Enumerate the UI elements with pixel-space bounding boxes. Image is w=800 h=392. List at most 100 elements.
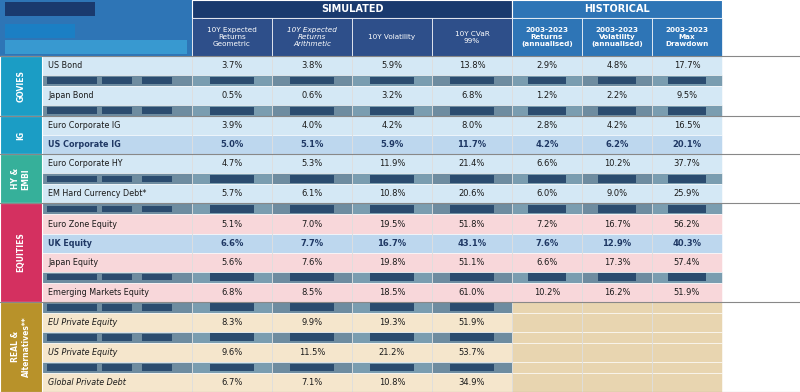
Bar	[582, 18, 652, 56]
Text: Japan Equity: Japan Equity	[48, 258, 98, 267]
Bar	[210, 303, 254, 311]
Bar	[42, 343, 192, 362]
Bar	[192, 173, 272, 184]
Bar	[352, 362, 432, 373]
Text: 16.5%: 16.5%	[674, 121, 700, 130]
Bar	[272, 283, 352, 302]
Bar	[432, 203, 512, 214]
Bar	[192, 332, 272, 343]
Text: 0.5%: 0.5%	[222, 91, 242, 100]
Bar	[42, 135, 192, 154]
Bar	[582, 302, 652, 313]
Bar	[272, 173, 352, 184]
Bar	[450, 175, 494, 183]
Text: 37.7%: 37.7%	[674, 159, 700, 168]
Bar	[42, 214, 192, 234]
Bar	[432, 313, 512, 332]
Bar	[652, 173, 722, 184]
Bar	[272, 214, 352, 234]
Text: 51.9%: 51.9%	[674, 288, 700, 297]
Text: 6.2%: 6.2%	[606, 140, 629, 149]
Text: US Bond: US Bond	[48, 61, 82, 70]
Bar	[352, 214, 432, 234]
Bar	[582, 56, 652, 75]
Bar	[352, 135, 432, 154]
Bar	[192, 203, 272, 214]
Bar	[192, 56, 272, 75]
Bar	[210, 175, 254, 183]
Bar	[582, 184, 652, 203]
Bar	[512, 173, 582, 184]
Bar	[142, 206, 172, 212]
Bar	[582, 135, 652, 154]
Bar	[42, 105, 192, 116]
Bar	[272, 343, 352, 362]
Bar	[652, 252, 722, 272]
Bar	[102, 176, 132, 182]
Bar	[0, 203, 42, 302]
Bar	[47, 206, 97, 212]
Text: 9.9%: 9.9%	[302, 318, 322, 327]
Text: US Corporate IG: US Corporate IG	[48, 140, 121, 149]
Bar	[432, 18, 512, 56]
Bar	[192, 272, 272, 283]
Bar	[272, 86, 352, 105]
Text: 10Y CVaR
99%: 10Y CVaR 99%	[454, 31, 490, 44]
Bar	[432, 116, 512, 135]
Bar	[102, 364, 132, 371]
Text: Global Private Debt: Global Private Debt	[48, 378, 126, 387]
Text: 17.3%: 17.3%	[604, 258, 630, 267]
Text: 3.9%: 3.9%	[222, 121, 242, 130]
Bar	[352, 86, 432, 105]
Bar	[272, 234, 352, 252]
Bar	[142, 364, 172, 371]
Bar	[652, 214, 722, 234]
Bar	[272, 302, 352, 313]
Text: 51.1%: 51.1%	[459, 258, 485, 267]
Text: 2003-2023
Volatility
(annualised): 2003-2023 Volatility (annualised)	[591, 27, 643, 47]
Text: Euro Corporate HY: Euro Corporate HY	[48, 159, 122, 168]
Bar	[652, 302, 722, 313]
Bar	[290, 334, 334, 341]
Text: 21.4%: 21.4%	[459, 159, 485, 168]
Text: 10.2%: 10.2%	[604, 159, 630, 168]
Bar	[512, 203, 582, 214]
Bar	[512, 18, 582, 56]
Bar	[352, 343, 432, 362]
Bar	[512, 214, 582, 234]
Text: 2.9%: 2.9%	[537, 61, 558, 70]
Bar	[582, 75, 652, 86]
Text: 2003-2023
Returns
(annualised): 2003-2023 Returns (annualised)	[521, 27, 573, 47]
Text: 5.1%: 5.1%	[300, 140, 324, 149]
Text: 43.1%: 43.1%	[458, 239, 486, 247]
Text: 6.6%: 6.6%	[220, 239, 244, 247]
Bar	[512, 86, 582, 105]
Bar	[512, 332, 582, 343]
Bar	[352, 75, 432, 86]
Bar	[272, 18, 352, 56]
Bar	[598, 205, 636, 213]
Bar	[432, 135, 512, 154]
Bar	[432, 173, 512, 184]
Bar	[210, 363, 254, 371]
Text: 4.2%: 4.2%	[382, 121, 402, 130]
Bar	[652, 313, 722, 332]
Bar	[352, 373, 432, 392]
Text: 4.2%: 4.2%	[535, 140, 558, 149]
Bar	[47, 274, 97, 280]
Text: 9.0%: 9.0%	[606, 189, 627, 198]
Text: 51.9%: 51.9%	[459, 318, 485, 327]
Bar	[528, 273, 566, 281]
Bar	[192, 154, 272, 173]
Bar	[210, 77, 254, 84]
Text: 56.2%: 56.2%	[674, 220, 700, 229]
Bar	[582, 362, 652, 373]
Bar	[142, 176, 172, 182]
Text: EM Hard Currency Debt*: EM Hard Currency Debt*	[48, 189, 146, 198]
Bar	[652, 332, 722, 343]
Bar	[272, 252, 352, 272]
Bar	[450, 107, 494, 114]
Text: IG: IG	[17, 131, 26, 140]
Bar	[352, 18, 432, 56]
Text: 12.9%: 12.9%	[602, 239, 631, 247]
